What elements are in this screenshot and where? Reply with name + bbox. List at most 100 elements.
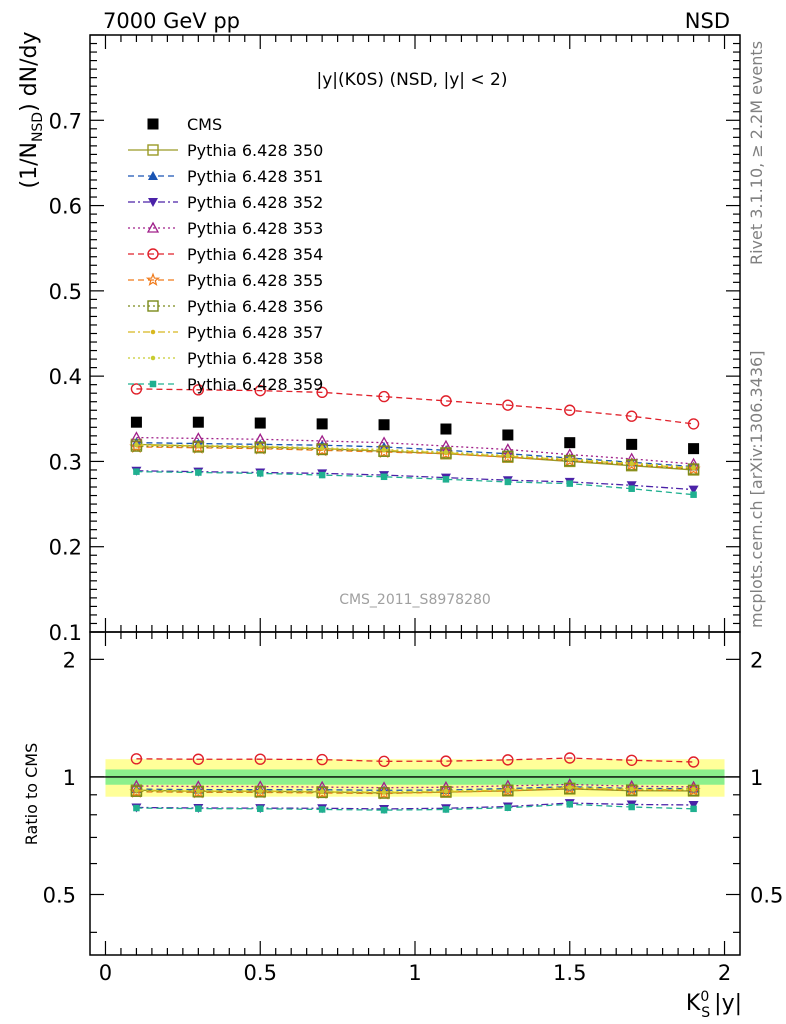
ratio-5-point-0-3 [316, 753, 328, 766]
main-9-point-0-2 [257, 443, 263, 449]
ratio-9-point-0-2 [257, 788, 263, 794]
main-0-point-0-3 [316, 418, 328, 430]
legend-entry-8: Pythia 6.428 357 [128, 323, 323, 342]
legend-label-3: Pythia 6.428 352 [187, 193, 323, 212]
ratio-10-point-0-3 [318, 806, 326, 813]
main-ytick-label-2: 0.3 [49, 450, 82, 474]
ratio-6-series-line-0 [136, 787, 694, 795]
ratio-series-layer [129, 752, 701, 814]
main-7-point-0-4 [378, 445, 390, 457]
main-9-point-0-0 [134, 442, 139, 447]
legend-entry-4: Pythia 6.428 353 [128, 219, 323, 238]
main-ytick-label-3: 0.4 [49, 365, 82, 389]
ratio-10-point-0-6 [504, 804, 512, 812]
ratio-9-point-0-1 [196, 788, 201, 793]
ratio-xtick-label-2: 1 [408, 961, 421, 985]
main-9-point-0-9 [691, 465, 696, 470]
main-10-point-0-7 [566, 480, 574, 487]
ratio-10-series-line-0 [136, 803, 694, 811]
rivet-label: Rivet 3.1.10, ≥ 2.2M events [747, 41, 766, 265]
ratio-ytick-label-left-1: 1 [63, 766, 76, 790]
legend-marker-10 [149, 380, 157, 388]
legend-marker-8 [150, 329, 156, 335]
ratio-6-point-0-9 [686, 782, 701, 797]
ratio-10-point-0-7 [566, 801, 574, 808]
legend-entry-6: Pythia 6.428 355 [128, 271, 323, 290]
main-8-series-line-0 [136, 444, 694, 469]
ratio-5-point-0-8 [625, 754, 638, 766]
main-7-point-0-0 [130, 440, 143, 452]
main-ytick-label-5: 0.6 [49, 195, 82, 219]
main-9-point-0-1 [196, 442, 201, 448]
main-10-point-0-6 [504, 478, 512, 486]
ratio-10-point-0-9 [690, 805, 697, 813]
ratio-ytick-label-right-1: 1 [750, 766, 763, 790]
main-10-series-0 [133, 468, 697, 498]
ratio-10-point-0-1 [195, 805, 202, 812]
main-2-series-line-0 [136, 442, 694, 468]
main-5-point-0-4 [378, 390, 390, 403]
ratio-9-point-0-6 [505, 787, 511, 792]
main-10-point-0-0 [133, 468, 140, 475]
main-1-series-0 [130, 438, 700, 476]
legend-marker-0 [147, 118, 159, 130]
main-10-point-0-3 [318, 471, 326, 479]
main-9-point-0-8 [629, 460, 634, 466]
main-7-point-0-1 [192, 441, 205, 453]
ratio-5-point-0-7 [564, 752, 576, 764]
ratio-3-series-0 [131, 799, 699, 814]
main-5-point-0-2 [254, 384, 266, 397]
main-ytick-label-0: 0.1 [49, 621, 82, 645]
legend-label-6: Pythia 6.428 355 [187, 271, 323, 290]
main-5-point-0-8 [625, 410, 638, 422]
ratio-ytick-label-right-0: 0.5 [750, 884, 783, 908]
legend-label-0: CMS [187, 115, 222, 134]
legend-label-10: Pythia 6.428 359 [187, 375, 323, 394]
ratio-5-series-line-0 [136, 757, 694, 763]
main-10-point-0-1 [195, 469, 202, 476]
main-0-point-0-8 [626, 438, 638, 450]
main-0-point-0-7 [564, 437, 576, 449]
ratio-5-point-0-9 [687, 756, 700, 768]
ratio-9-point-0-9 [691, 786, 696, 792]
legend-marker-6 [145, 272, 161, 287]
legend-label-7: Pythia 6.428 356 [187, 297, 323, 316]
main-5-point-0-1 [192, 384, 205, 396]
legend-label-2: Pythia 6.428 351 [187, 167, 323, 186]
main-6-point-0-2 [253, 441, 268, 455]
ratio-10-point-0-0 [133, 804, 140, 812]
ratio-9-point-0-3 [319, 789, 325, 794]
main-5-point-0-3 [316, 386, 328, 399]
main-0-point-0-1 [192, 416, 204, 428]
ratio-7-point-0-9 [687, 784, 700, 797]
ratio-xtick-label-4: 2 [718, 961, 731, 985]
mcplots-label: mcplots.cern.ch [arXiv:1306.3436] [747, 351, 766, 628]
main-7-series-line-0 [136, 445, 694, 470]
main-6-point-0-9 [686, 461, 701, 476]
legend-label-5: Pythia 6.428 354 [187, 245, 323, 264]
main-0-series-0 [130, 416, 700, 455]
main-0-point-0-2 [254, 417, 266, 429]
ratio-7-point-0-2 [254, 786, 266, 798]
ratio-10-series-0 [133, 801, 697, 814]
header-right: NSD [685, 9, 730, 33]
ratio-xtick-label-0: 0 [99, 961, 112, 985]
ratio-9-point-0-7 [567, 784, 573, 790]
main-5-series-line-0 [136, 388, 694, 425]
ratio-10-point-0-5 [442, 806, 450, 813]
main-0-point-0-0 [130, 416, 142, 428]
ratio-xtick-label-1: 0.5 [244, 961, 277, 985]
main-9-series-0 [134, 442, 696, 470]
ratio-10-point-0-8 [628, 803, 635, 811]
legend-label-4: Pythia 6.428 353 [187, 219, 323, 238]
main-10-point-0-8 [628, 485, 635, 492]
main-5-point-0-0 [130, 383, 143, 395]
main-4-series-0 [130, 431, 700, 469]
ratio-6-point-0-5 [438, 784, 454, 799]
legend-marker-1 [147, 144, 159, 156]
analysis-watermark: CMS_2011_S8978280 [339, 592, 491, 608]
legend-marker-5 [147, 248, 159, 260]
axes-layer: 0.1 0.2 0.3 0.4 0.5 0.6 0.7 0 0.5 1 1.5 2 0.5 0.5 1 1 2 2 [43, 34, 783, 985]
ratio-3-point-0-9 [688, 800, 699, 810]
main-ylabel: (1/NNSD) dN/dy [17, 32, 46, 189]
